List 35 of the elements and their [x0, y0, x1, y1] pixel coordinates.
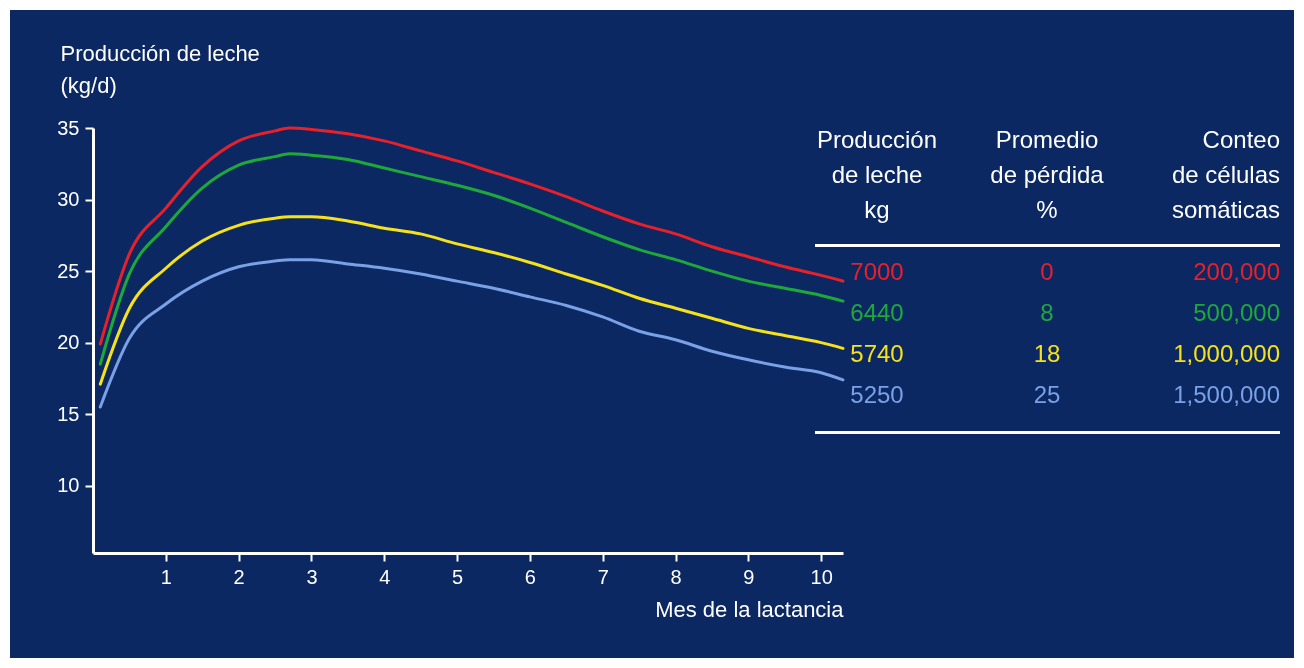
- x-tick-label: 2: [233, 565, 245, 588]
- text: 500,000: [1193, 298, 1280, 328]
- text: 200,000: [1193, 257, 1280, 287]
- y-tick-label: 35: [57, 116, 80, 139]
- series-label: 6440: [849, 298, 905, 328]
- text: 8: [1039, 298, 1055, 328]
- y-tick-label: 25: [57, 259, 80, 282]
- annotation: Producción de leche kg: [816, 126, 938, 223]
- series-label: 5740: [849, 339, 905, 369]
- y-axis-title: Producción de leche (kg/d): [60, 40, 260, 98]
- line-series: [98, 215, 845, 386]
- text: 1,000,000: [1173, 339, 1280, 369]
- line-series: [98, 258, 845, 409]
- y-tick-label: 10: [57, 474, 80, 497]
- y-tick-label: 30: [57, 188, 80, 211]
- x-tick-label: 5: [452, 565, 464, 588]
- series-label: 7000: [849, 257, 905, 287]
- text: 1,500,000: [1173, 380, 1280, 410]
- text: Promedio de pérdida %: [990, 126, 1104, 223]
- x-axis-title: Mes de la lactancia: [655, 596, 845, 622]
- x-tick-label: 3: [306, 565, 318, 588]
- x-tick-label: 8: [670, 565, 682, 588]
- x-tick-label: 4: [379, 565, 391, 588]
- y-tick-label: 15: [57, 402, 80, 425]
- x-tick-label: 7: [597, 565, 609, 588]
- text: Conteo de células somáticas: [1171, 126, 1280, 223]
- x-tick-label: 6: [524, 565, 536, 588]
- text: 25: [1032, 380, 1062, 410]
- text: 18: [1032, 339, 1062, 369]
- series-label: 5250: [849, 380, 905, 410]
- x-tick-label: 10: [810, 565, 833, 588]
- x-tick-label: 9: [743, 565, 755, 588]
- y-tick-label: 20: [57, 331, 80, 354]
- text: 0: [1039, 257, 1055, 287]
- x-tick-label: 1: [160, 565, 172, 588]
